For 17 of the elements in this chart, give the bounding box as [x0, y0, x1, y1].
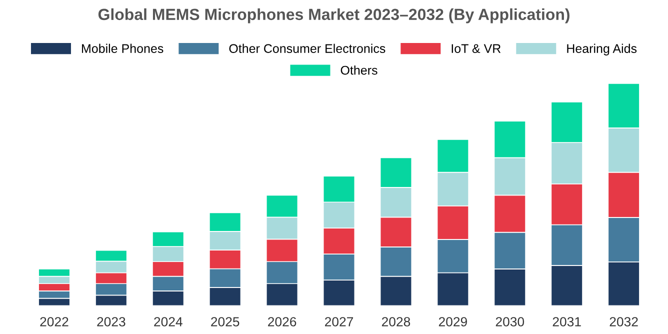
x-tick-label: 2030 — [496, 317, 524, 326]
x-tick-label: 2022 — [40, 317, 68, 326]
x-tick-label: 2024 — [154, 317, 182, 326]
x-tick-label: 2023 — [97, 317, 126, 326]
legend-label: Other Consumer Electronics — [229, 44, 386, 53]
x-tick-label: 2029 — [438, 317, 467, 326]
legend-label: Hearing Aids — [567, 44, 637, 56]
x-tick-label: 2032 — [610, 317, 638, 326]
x-tick-label: 2027 — [325, 317, 354, 326]
x-tick-label: 2025 — [211, 317, 240, 326]
x-tick-label: 2028 — [382, 317, 410, 326]
x-tick-label: 2031 — [552, 317, 581, 326]
legend-label: Others — [340, 66, 378, 75]
legend-label: Mobile Phones — [82, 44, 164, 53]
legend-label: IoT & VR — [452, 44, 501, 53]
chart-title: Global MEMS Microphones Market 2023–2032 (By Application) — [98, 8, 570, 24]
x-tick-label: 2026 — [268, 317, 296, 326]
